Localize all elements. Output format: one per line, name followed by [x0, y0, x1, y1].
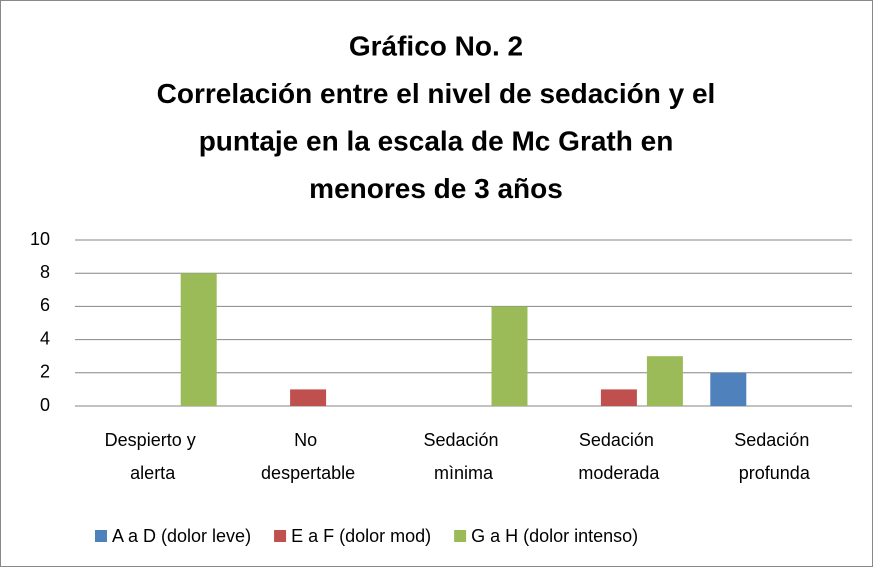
- x-tick-label: Sedación profunda: [734, 430, 814, 483]
- legend-label: E a F (dolor mod): [291, 526, 431, 546]
- x-tick-label: No despertable: [261, 430, 355, 483]
- y-tick-label: 10: [30, 229, 50, 249]
- x-tick-line: mìnima: [434, 463, 494, 483]
- bar: [600, 389, 637, 406]
- x-tick-line: Sedación: [423, 430, 503, 450]
- legend-swatch: [95, 530, 107, 542]
- x-tick-line: moderada: [578, 463, 660, 483]
- y-tick-label: 0: [40, 395, 50, 415]
- x-tick-line: alerta: [130, 463, 176, 483]
- bar: [646, 356, 683, 406]
- y-tick-label: 6: [40, 295, 50, 315]
- bar: [290, 389, 327, 406]
- chart-title: menores de 3 años: [309, 173, 563, 204]
- x-tick-line: profunda: [739, 463, 811, 483]
- x-tick-line: despertable: [261, 463, 355, 483]
- legend-swatch: [274, 530, 287, 542]
- x-tick-label: Despierto y alerta: [105, 430, 201, 483]
- x-tick-line: No: [294, 430, 322, 450]
- x-tick-line: Sedación: [579, 430, 659, 450]
- bar: [491, 306, 528, 406]
- y-tick-label: 2: [40, 362, 50, 382]
- x-tick-line: Sedación: [734, 430, 814, 450]
- x-tick-line: Despierto y: [105, 430, 201, 450]
- legend-swatch: [454, 530, 467, 542]
- bar: [710, 372, 747, 406]
- y-tick-label: 4: [40, 328, 50, 348]
- y-tick-label: 8: [40, 262, 50, 282]
- chart-title: puntaje en la escala de Mc Grath en: [199, 125, 674, 156]
- chart-title: Correlación entre el nivel de sedación y…: [157, 78, 716, 109]
- legend-label: A a D (dolor leve): [112, 526, 251, 546]
- x-tick-label: Sedación moderada: [578, 430, 660, 483]
- x-tick-label: Sedación mìnima: [423, 430, 503, 483]
- chart-title: Gráfico No. 2: [349, 30, 523, 61]
- legend-label: G a H (dolor intenso): [471, 526, 638, 546]
- bar: [180, 273, 217, 406]
